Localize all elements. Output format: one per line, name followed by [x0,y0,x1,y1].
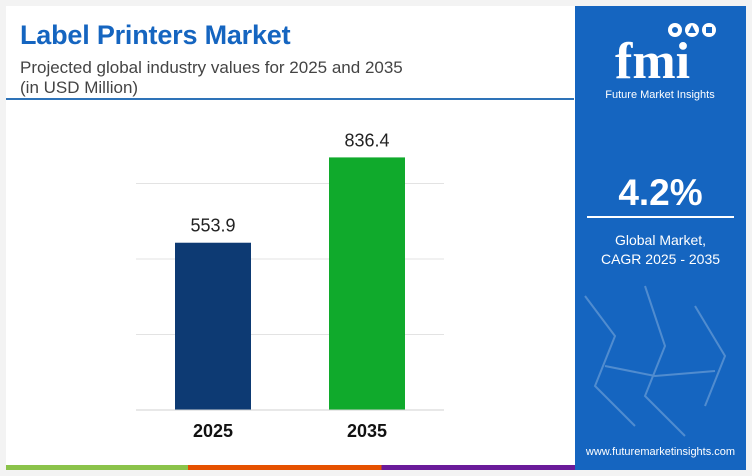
bottom-accent-bar [6,465,575,470]
cagr-label-line-2: CAGR 2025 - 2035 [600,251,721,267]
subtitle-line-1: Projected global industry values for 202… [20,58,403,77]
bar-2035 [329,157,405,410]
bar-2025 [175,242,251,410]
header-divider [6,98,574,100]
bar-chart: 553.9 2025 836.4 2035 [136,130,444,441]
fmi-logo: fmi Future Market Insights [605,23,716,101]
category-label-2025: 2025 [193,421,233,441]
page-subtitle: Projected global industry values for 202… [20,58,540,98]
decorative-texture [584,285,727,437]
sidebar-panel: fmi Future Market Insights 4.2% Global M… [575,6,746,470]
cagr-divider [587,216,734,218]
website-link[interactable]: www.futuremarketinsights.com [585,446,736,458]
cagr-value: 4.2% [618,172,703,213]
cagr-label-line-1: Global Market, [614,232,707,248]
subtitle-line-2: (in USD Million) [20,78,139,97]
brand-letters: fmi [615,33,690,90]
value-label-2025: 553.9 [190,216,235,236]
page-title: Label Printers Market [20,20,291,50]
infographic-card: Label Printers Market Projected global i… [6,6,746,470]
brand-name: Future Market Insights [605,89,715,101]
category-label-2035: 2035 [347,421,387,441]
cagr-label: Global Market, CAGR 2025 - 2035 [575,231,746,269]
value-label-2035: 836.4 [344,130,389,150]
